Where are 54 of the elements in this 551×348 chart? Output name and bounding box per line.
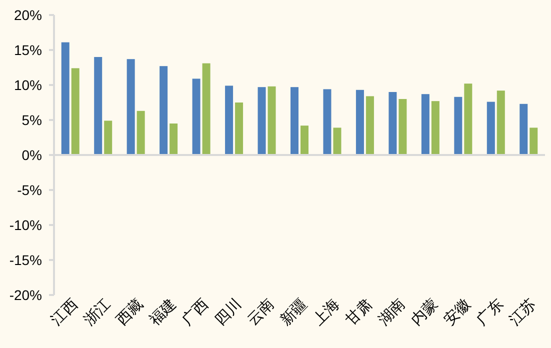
bar <box>388 92 397 155</box>
y-tick-label: 5% <box>22 112 42 128</box>
bar <box>225 86 234 155</box>
x-tick-label: 江苏 <box>506 296 540 330</box>
bar <box>136 110 145 155</box>
y-tick-label: 15% <box>14 42 42 58</box>
bar <box>520 104 528 155</box>
x-tick-label: 甘肃 <box>342 296 376 330</box>
bar <box>366 96 374 155</box>
x-tick-label: 安徽 <box>440 296 474 330</box>
bar <box>431 101 440 155</box>
x-tick-label: 四川 <box>212 296 245 330</box>
bar <box>126 59 135 155</box>
y-tick-label: -15% <box>9 252 42 268</box>
x-tick-label: 广西 <box>178 296 212 330</box>
x-tick-label: 内蒙 <box>408 296 442 330</box>
bar <box>323 89 332 155</box>
y-tick-label: 0% <box>22 147 42 163</box>
bar <box>268 86 276 155</box>
x-tick-label: 江西 <box>48 296 82 330</box>
x-tick-label: 浙江 <box>80 296 114 330</box>
y-tick-label: -20% <box>9 287 42 303</box>
bar <box>71 68 80 155</box>
bar <box>421 94 430 155</box>
bar <box>290 87 298 155</box>
y-tick-label: 10% <box>14 77 42 93</box>
x-tick-label: 广东 <box>473 296 507 330</box>
bar <box>300 126 308 155</box>
x-tick-label: 福建 <box>146 296 180 330</box>
bar <box>356 90 364 155</box>
bar <box>496 90 505 155</box>
y-tick-label: -10% <box>9 217 42 233</box>
bar <box>104 120 112 155</box>
x-tick-label: 新疆 <box>277 296 310 330</box>
bar <box>454 96 462 155</box>
bar <box>333 128 342 155</box>
bar <box>530 128 538 155</box>
x-tick-label: 西藏 <box>113 296 147 330</box>
x-tick-label: 上海 <box>310 296 344 330</box>
bar <box>235 102 244 155</box>
bar <box>486 102 495 155</box>
x-tick-label: 湖南 <box>375 296 409 330</box>
bar <box>202 63 210 155</box>
bar <box>61 42 70 155</box>
bar <box>464 84 472 155</box>
bar <box>258 87 266 155</box>
bar <box>170 124 178 155</box>
bar <box>94 57 102 155</box>
x-tick-label: 云南 <box>244 296 278 330</box>
y-tick-label: -5% <box>17 182 42 198</box>
y-tick-label: 20% <box>14 7 42 23</box>
bar <box>192 78 200 155</box>
bar <box>160 66 168 155</box>
bar <box>398 99 407 155</box>
